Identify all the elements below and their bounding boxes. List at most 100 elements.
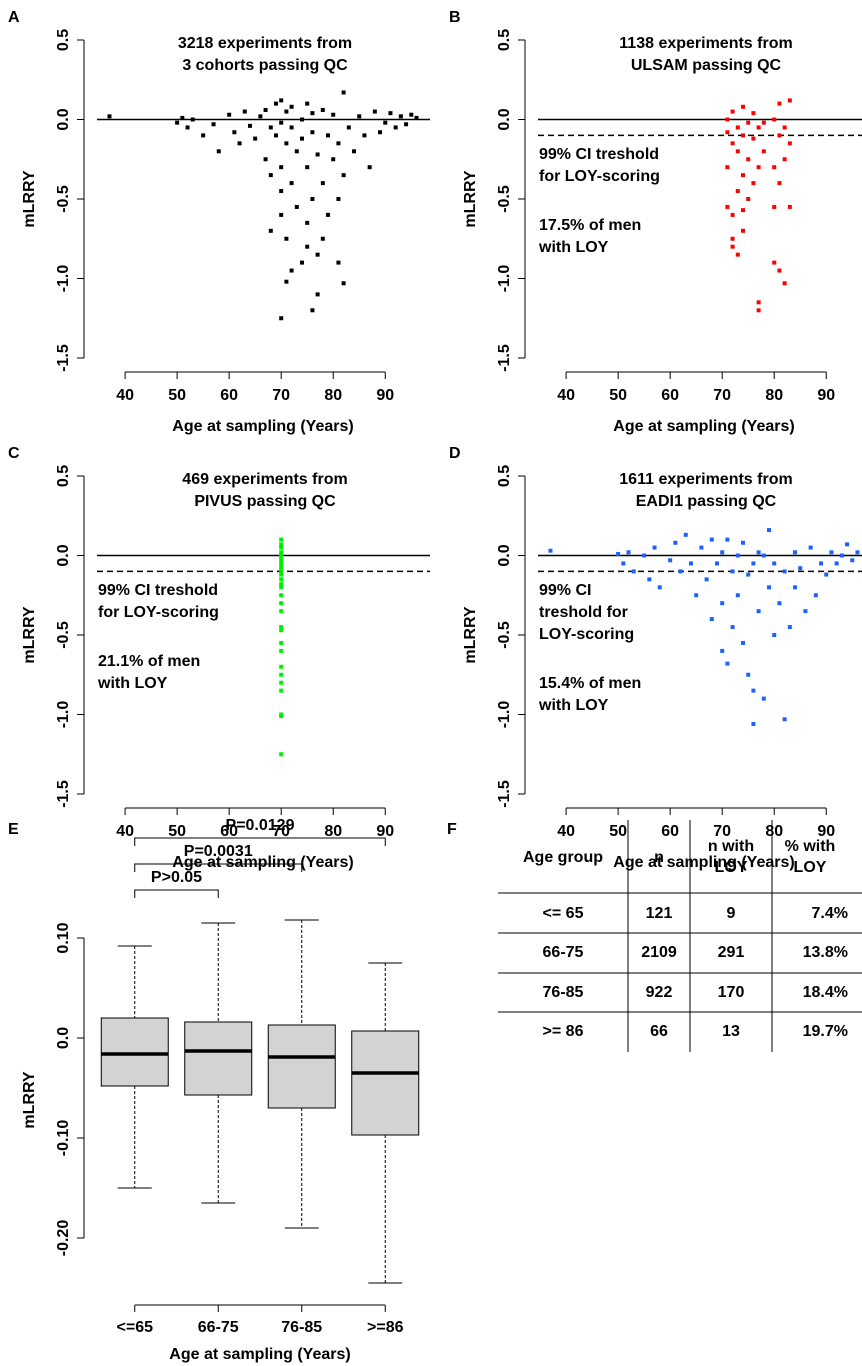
table-cell: 13 xyxy=(722,1023,740,1040)
point xyxy=(279,542,284,547)
point xyxy=(803,609,808,614)
point xyxy=(346,125,351,130)
y-axis-title: mLRRY xyxy=(462,170,479,228)
point xyxy=(305,244,310,249)
x-tick-label: 80 xyxy=(324,387,342,404)
point xyxy=(683,532,688,537)
point xyxy=(772,117,777,122)
point xyxy=(284,279,289,284)
point xyxy=(279,714,284,719)
y-tick-label: -0.5 xyxy=(55,185,72,213)
point xyxy=(107,114,112,119)
point xyxy=(305,165,310,170)
point xyxy=(741,228,746,233)
x-axis-title: Age at sampling (Years) xyxy=(613,418,794,435)
point xyxy=(741,540,746,545)
point xyxy=(279,628,284,633)
annotation: 17.5% of men xyxy=(539,217,641,234)
box xyxy=(351,1030,420,1136)
point xyxy=(279,640,284,645)
annotation: with LOY xyxy=(97,675,168,692)
point xyxy=(279,593,284,598)
point xyxy=(279,601,284,606)
point xyxy=(279,625,284,630)
point xyxy=(326,133,331,138)
x-tick-label: 90 xyxy=(817,823,835,840)
point xyxy=(777,133,782,138)
x-axis-title: Age at sampling (Years) xyxy=(172,854,353,871)
point xyxy=(320,236,325,241)
y-tick-label: 0.0 xyxy=(55,544,72,566)
table-cell: Age group xyxy=(523,848,603,866)
point xyxy=(819,561,824,566)
table-cell: 66 xyxy=(650,1023,668,1040)
point xyxy=(378,130,383,135)
point xyxy=(300,117,305,122)
y-tick-label: -1.0 xyxy=(55,701,72,729)
y-axis-title: mLRRY xyxy=(21,1071,38,1129)
panel-label: A xyxy=(8,9,20,26)
point xyxy=(279,556,284,561)
point xyxy=(548,548,553,553)
panel-label: C xyxy=(8,445,20,462)
point xyxy=(211,122,216,127)
x-tick-label: 50 xyxy=(609,387,627,404)
point xyxy=(720,601,725,606)
point xyxy=(694,593,699,598)
point xyxy=(331,157,336,162)
point xyxy=(175,120,180,125)
point xyxy=(227,112,232,117)
point xyxy=(688,561,693,566)
panel-label: E xyxy=(8,821,19,838)
annotation: 99% CI treshold xyxy=(539,146,659,163)
chart-title: 1611 experiments from xyxy=(619,471,792,488)
table-cell: 76-85 xyxy=(542,983,584,1001)
x-tick-label: 80 xyxy=(324,823,342,840)
point xyxy=(756,308,761,313)
point xyxy=(761,553,766,558)
table-cell: 13.8% xyxy=(802,944,848,961)
point xyxy=(279,550,284,555)
x-tick-label: 60 xyxy=(661,387,679,404)
point xyxy=(798,566,803,571)
point xyxy=(824,572,829,577)
point xyxy=(352,149,357,154)
x-tick-label: 60 xyxy=(661,823,679,840)
point xyxy=(284,236,289,241)
x-tick-label: 70 xyxy=(272,823,290,840)
point xyxy=(756,300,761,305)
point xyxy=(279,609,284,614)
point xyxy=(730,625,735,630)
point xyxy=(310,111,315,116)
annotation: with LOY xyxy=(538,697,609,714)
point xyxy=(232,130,237,135)
chart-title: 469 experiments from xyxy=(182,471,347,488)
y-tick-label: 0.5 xyxy=(55,29,72,51)
point xyxy=(367,165,372,170)
table-cell: 922 xyxy=(645,983,673,1001)
annotation: with LOY xyxy=(538,239,609,256)
point xyxy=(839,553,844,558)
point xyxy=(735,189,740,194)
point xyxy=(258,114,263,119)
point xyxy=(756,165,761,170)
y-tick-label: -1.0 xyxy=(496,265,513,293)
point xyxy=(845,542,850,547)
point xyxy=(782,281,787,286)
x-axis-title: Age at sampling (Years) xyxy=(613,854,794,871)
table-cell: % with LOY xyxy=(784,838,836,876)
point xyxy=(315,252,320,257)
point xyxy=(678,569,683,574)
box xyxy=(184,1021,253,1096)
point xyxy=(305,220,310,225)
point xyxy=(180,115,185,120)
point xyxy=(279,569,284,574)
table-cell: <= 65 xyxy=(542,904,584,922)
point xyxy=(279,316,284,321)
point xyxy=(268,173,273,178)
y-tick-label: -1.5 xyxy=(55,780,72,808)
point xyxy=(756,125,761,130)
table-cell: 7.4% xyxy=(811,904,848,922)
point xyxy=(253,136,258,141)
